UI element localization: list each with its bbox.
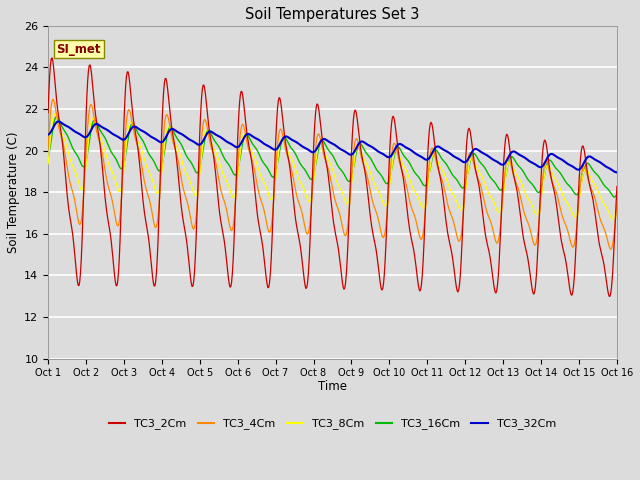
TC3_16Cm — [53, 114, 61, 120]
Y-axis label: Soil Temperature (C): Soil Temperature (C) — [7, 132, 20, 253]
TC3_32Cm — [54, 119, 62, 124]
TC3_32Cm — [55, 119, 63, 124]
TC3_4Cm — [613, 200, 621, 205]
TC3_2Cm — [403, 201, 410, 207]
Line: TC3_8Cm: TC3_8Cm — [48, 114, 617, 219]
Line: TC3_4Cm: TC3_4Cm — [48, 99, 617, 249]
TC3_2Cm — [419, 259, 427, 264]
TC3_8Cm — [44, 161, 52, 167]
TC3_8Cm — [609, 216, 617, 222]
TC3_32Cm — [172, 128, 179, 133]
Title: Soil Temperatures Set 3: Soil Temperatures Set 3 — [245, 7, 420, 22]
TC3_2Cm — [202, 92, 209, 98]
Line: TC3_16Cm: TC3_16Cm — [48, 117, 617, 197]
TC3_4Cm — [403, 183, 410, 189]
TC3_8Cm — [613, 201, 621, 207]
TC3_16Cm — [44, 156, 52, 161]
TC3_4Cm — [114, 223, 122, 229]
TC3_2Cm — [55, 118, 63, 123]
Legend: TC3_2Cm, TC3_4Cm, TC3_8Cm, TC3_16Cm, TC3_32Cm: TC3_2Cm, TC3_4Cm, TC3_8Cm, TC3_16Cm, TC3… — [104, 414, 561, 434]
TC3_8Cm — [403, 168, 410, 174]
X-axis label: Time: Time — [318, 380, 347, 393]
TC3_16Cm — [419, 181, 427, 187]
TC3_16Cm — [403, 156, 410, 162]
TC3_32Cm — [419, 155, 427, 161]
TC3_8Cm — [172, 142, 179, 147]
TC3_16Cm — [611, 194, 618, 200]
TC3_2Cm — [48, 55, 56, 61]
TC3_4Cm — [419, 231, 427, 237]
TC3_16Cm — [114, 160, 122, 166]
Line: TC3_2Cm: TC3_2Cm — [48, 58, 617, 297]
TC3_16Cm — [172, 132, 179, 138]
TC3_32Cm — [613, 169, 621, 175]
TC3_4Cm — [202, 118, 209, 123]
TC3_16Cm — [55, 117, 63, 123]
TC3_2Cm — [114, 278, 122, 284]
TC3_16Cm — [613, 192, 621, 197]
TC3_16Cm — [202, 133, 209, 139]
TC3_8Cm — [202, 128, 209, 134]
TC3_32Cm — [403, 145, 410, 151]
TC3_2Cm — [606, 294, 614, 300]
Line: TC3_32Cm: TC3_32Cm — [48, 121, 617, 172]
TC3_4Cm — [172, 147, 179, 153]
TC3_8Cm — [55, 123, 63, 129]
TC3_32Cm — [114, 134, 122, 140]
TC3_4Cm — [55, 126, 63, 132]
TC3_2Cm — [613, 183, 621, 189]
TC3_32Cm — [44, 132, 52, 137]
Text: SI_met: SI_met — [56, 43, 101, 56]
TC3_32Cm — [202, 133, 209, 139]
TC3_2Cm — [44, 110, 52, 116]
TC3_2Cm — [172, 147, 179, 153]
TC3_8Cm — [419, 205, 427, 211]
TC3_8Cm — [51, 111, 58, 117]
TC3_4Cm — [44, 147, 52, 153]
TC3_4Cm — [607, 246, 614, 252]
TC3_4Cm — [49, 96, 57, 102]
TC3_8Cm — [114, 186, 122, 192]
